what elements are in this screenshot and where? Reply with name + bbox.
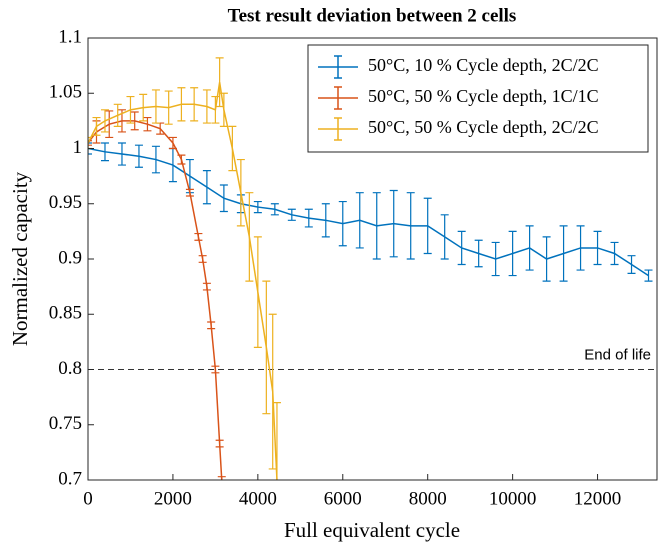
error-bar bbox=[491, 241, 500, 277]
y-tick-label: 0.95 bbox=[49, 192, 82, 213]
error-bar bbox=[211, 365, 220, 374]
error-bar bbox=[219, 92, 228, 127]
y-tick-label: 0.8 bbox=[58, 358, 82, 379]
x-tick-label: 6000 bbox=[324, 488, 362, 509]
error-bar bbox=[576, 225, 585, 271]
error-bar bbox=[542, 236, 551, 282]
legend-label: 50°C, 50 % Cycle depth, 1C/1C bbox=[368, 86, 599, 106]
y-tick-label: 1.05 bbox=[49, 82, 82, 103]
error-bar bbox=[268, 313, 277, 470]
error-bar bbox=[202, 170, 211, 205]
error-bar bbox=[126, 95, 135, 124]
error-bar bbox=[194, 232, 203, 241]
legend-icon bbox=[318, 117, 358, 141]
error-bar bbox=[272, 402, 281, 480]
error-bar bbox=[389, 189, 398, 258]
error-bar bbox=[202, 89, 211, 124]
error-bar bbox=[253, 200, 262, 214]
legend-icon bbox=[318, 86, 358, 110]
error-bar bbox=[168, 136, 177, 150]
error-bar bbox=[207, 321, 216, 330]
error-bar bbox=[304, 208, 313, 228]
x-axis-label: Full equivalent cycle bbox=[284, 518, 460, 542]
error-bar bbox=[228, 125, 237, 172]
error-bar bbox=[202, 282, 211, 291]
x-tick-label: 0 bbox=[83, 488, 93, 509]
x-tick-label: 2000 bbox=[154, 488, 192, 509]
error-bar bbox=[139, 93, 148, 122]
error-bar bbox=[130, 111, 139, 131]
error-bar bbox=[457, 230, 466, 266]
error-bar bbox=[406, 192, 415, 260]
error-bar bbox=[88, 140, 92, 146]
series-line bbox=[88, 147, 649, 277]
error-bar bbox=[287, 208, 296, 221]
error-bar bbox=[262, 280, 271, 415]
plot-area bbox=[88, 57, 657, 480]
error-bar bbox=[215, 439, 224, 448]
error-bar bbox=[245, 192, 254, 282]
error-bar bbox=[100, 142, 109, 162]
error-bar bbox=[177, 87, 186, 122]
legend-icon bbox=[318, 55, 358, 79]
error-bar bbox=[105, 110, 114, 139]
error-bar bbox=[321, 203, 330, 238]
y-tick-label: 0.85 bbox=[49, 303, 82, 324]
error-bar bbox=[100, 109, 109, 133]
chart-title: Test result deviation between 2 cells bbox=[228, 5, 517, 26]
error-bar bbox=[508, 230, 517, 277]
error-bar bbox=[92, 116, 101, 136]
error-bar bbox=[164, 90, 173, 125]
error-bar bbox=[211, 95, 220, 124]
error-bar bbox=[117, 142, 126, 166]
error-bar bbox=[270, 203, 279, 216]
error-bar bbox=[559, 225, 568, 282]
legend-box bbox=[307, 44, 649, 153]
x-tick-label: 4000 bbox=[239, 488, 277, 509]
error-bar bbox=[217, 476, 226, 480]
error-bar bbox=[113, 103, 122, 127]
error-bar bbox=[215, 57, 224, 108]
legend-label: 50°C, 50 % Cycle depth, 2C/2C bbox=[368, 117, 599, 137]
error-bar bbox=[190, 87, 199, 122]
error-bar bbox=[593, 230, 602, 266]
y-tick-label: 0.9 bbox=[58, 247, 82, 268]
error-bar bbox=[185, 188, 194, 197]
error-bar bbox=[423, 197, 432, 255]
y-tick-label: 0.7 bbox=[58, 468, 82, 489]
error-bar bbox=[440, 214, 449, 260]
error-bar bbox=[88, 142, 92, 155]
error-bar bbox=[143, 116, 152, 132]
x-tick-label: 10000 bbox=[489, 488, 537, 509]
error-bar bbox=[219, 184, 228, 213]
error-bar bbox=[236, 158, 245, 227]
x-tick-label: 8000 bbox=[409, 488, 447, 509]
error-bar bbox=[151, 145, 160, 174]
error-bar bbox=[338, 200, 347, 247]
error-bar bbox=[198, 255, 207, 263]
error-bar bbox=[134, 144, 143, 168]
error-bar bbox=[610, 241, 619, 266]
error-bar bbox=[151, 89, 160, 124]
x-tick-label: 12000 bbox=[574, 488, 622, 509]
y-tick-label: 1.1 bbox=[58, 26, 82, 47]
error-bar bbox=[355, 192, 364, 249]
y-tick-label: 1 bbox=[73, 137, 83, 158]
error-bar bbox=[474, 239, 483, 268]
error-bar bbox=[372, 192, 381, 260]
legend-label: 50°C, 10 % Cycle depth, 2C/2C bbox=[368, 55, 599, 75]
error-bar bbox=[644, 269, 653, 282]
error-bar bbox=[177, 154, 186, 165]
y-axis-label: Normalized capacity bbox=[8, 171, 32, 346]
error-bar bbox=[627, 255, 636, 274]
error-bar bbox=[525, 225, 534, 271]
y-tick-label: 0.75 bbox=[49, 413, 82, 434]
error-bar bbox=[253, 236, 262, 348]
reference-label: End of life bbox=[584, 346, 651, 363]
